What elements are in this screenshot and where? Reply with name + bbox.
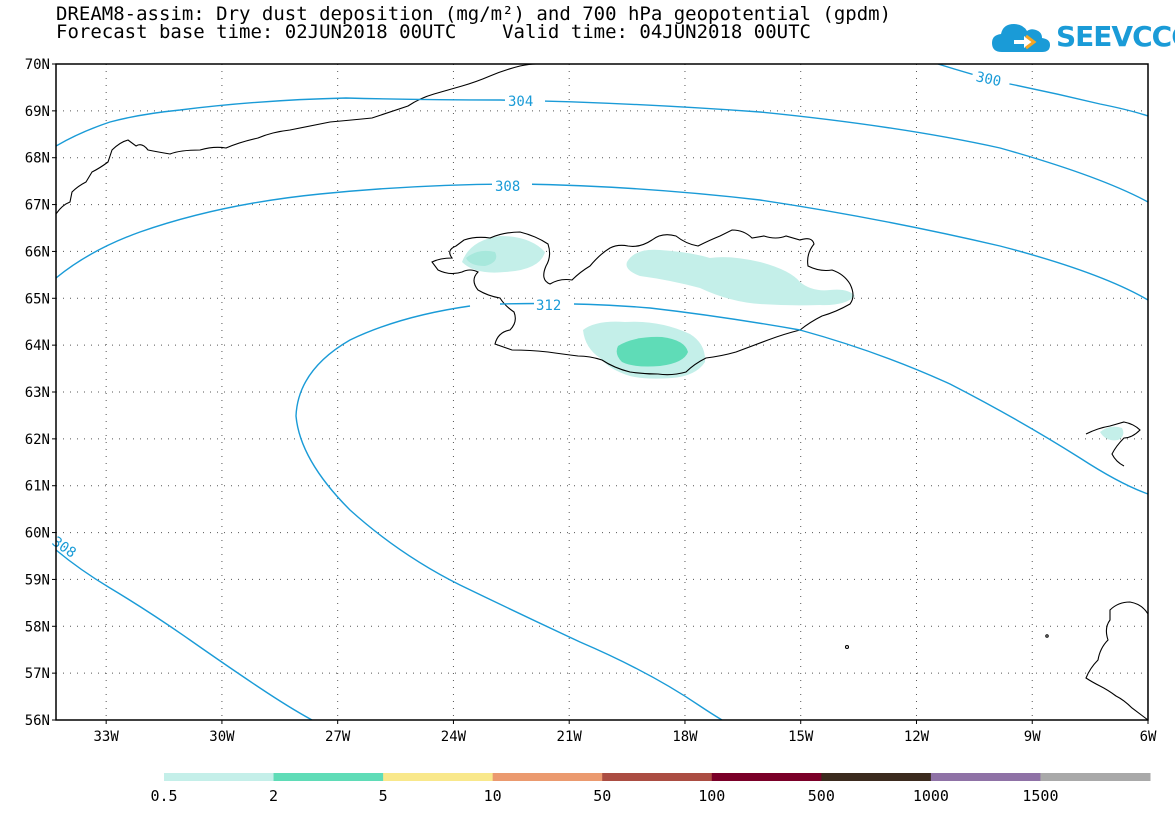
lat-tick-label: 69N [25, 104, 50, 120]
logo-text: SEEVCCC [1056, 20, 1175, 53]
lon-tick-label: 12W [904, 729, 930, 745]
lon-tick-label: 21W [557, 729, 583, 745]
lon-tick-label: 6W [1140, 729, 1157, 745]
dust-deposition-field [462, 236, 1124, 441]
scotland-coast [1085, 601, 1148, 720]
legend-color-box [821, 773, 932, 781]
lat-tick-label: 57N [25, 666, 50, 682]
legend-color-box [1040, 773, 1151, 781]
legend-color-box [930, 773, 1041, 781]
lat-tick-label: 58N [25, 619, 50, 635]
contour-300 [937, 64, 1148, 117]
lat-tick-label: 56N [25, 713, 50, 729]
chart-subtitle: Forecast base time: 02JUN2018 00UTC Vali… [56, 21, 811, 43]
contour-label-300: 300 [974, 69, 1002, 90]
legend-color-box [602, 773, 713, 781]
lon-tick-label: 33W [94, 729, 120, 745]
contour-label-308: 308 [495, 179, 520, 195]
legend-label: 2 [269, 787, 278, 805]
legend-label: 0.5 [150, 787, 177, 805]
cloud-icon [992, 24, 1050, 52]
legend-label: 10 [484, 787, 502, 805]
lon-tick-label: 24W [441, 729, 467, 745]
contour-312 [295, 302, 1148, 720]
coastlines [56, 64, 1148, 720]
legend-label: 500 [808, 787, 835, 805]
color-legend: 0.5 2 5 10 50 100 500 1000 1500 [150, 773, 1151, 805]
legend-label: 50 [593, 787, 611, 805]
contour-label-312: 312 [536, 298, 561, 314]
seevccc-logo: SEEVCCC [990, 18, 1175, 58]
legend-color-box [164, 773, 275, 781]
chart-title: DREAM8-assim: Dry dust deposition (mg/m²… [56, 3, 892, 25]
lat-tick-label: 66N [25, 244, 50, 260]
lon-tick-label: 18W [672, 729, 698, 745]
contour-label-308-southwest: 308 [49, 534, 79, 562]
lat-tick-label: 60N [25, 526, 50, 542]
lat-tick-label: 68N [25, 151, 50, 167]
contour-labels: 300 304 308 312 308 [49, 66, 1012, 561]
legend-color-box [492, 773, 603, 781]
contour-308-southwest [56, 549, 313, 720]
legend-label: 100 [698, 787, 725, 805]
lon-tick-label: 15W [788, 729, 814, 745]
greenland-coast [56, 64, 537, 215]
rockall-islet [844, 644, 850, 650]
map-grid [56, 64, 1148, 720]
lat-tick-label: 70N [25, 57, 50, 73]
legend-color-box [273, 773, 384, 781]
lon-tick-label: 30W [209, 729, 235, 745]
dust-area-northeast [626, 249, 855, 306]
iceland-coast [431, 229, 854, 376]
geopotential-contours [56, 64, 1148, 720]
lat-tick-label: 63N [25, 385, 50, 401]
legend-label: 1500 [1022, 787, 1058, 805]
st-kilda-islet [1045, 634, 1049, 638]
lat-tick-label: 59N [25, 572, 50, 588]
lat-tick-label: 67N [25, 198, 50, 214]
legend-color-box [711, 773, 822, 781]
lat-tick-label: 65N [25, 291, 50, 307]
lat-tick-label: 61N [25, 479, 50, 495]
lat-tick-label: 64N [25, 338, 50, 354]
contour-304 [56, 97, 1148, 203]
legend-label: 1000 [913, 787, 949, 805]
dust-area-west-fjords-core [466, 250, 497, 266]
dust-area-south-core [616, 336, 688, 367]
lon-tick-label: 9W [1024, 729, 1041, 745]
latitude-axis: 70N 69N 68N 67N 66N 65N 64N 63N 62N 61N 60N 59N 58N 5… [25, 57, 56, 729]
faroe-coast [1085, 421, 1141, 467]
lon-tick-label: 27W [325, 729, 351, 745]
contour-308 [56, 183, 1148, 301]
longitude-axis: 33W 30W 27W 24W 21W 18W 15W 12W 9W 6W [94, 720, 1157, 745]
legend-color-box [383, 773, 494, 781]
legend-label: 5 [379, 787, 388, 805]
dust-area-faroe [1100, 426, 1124, 441]
lat-tick-label: 62N [25, 432, 50, 448]
contour-label-304: 304 [508, 94, 533, 110]
